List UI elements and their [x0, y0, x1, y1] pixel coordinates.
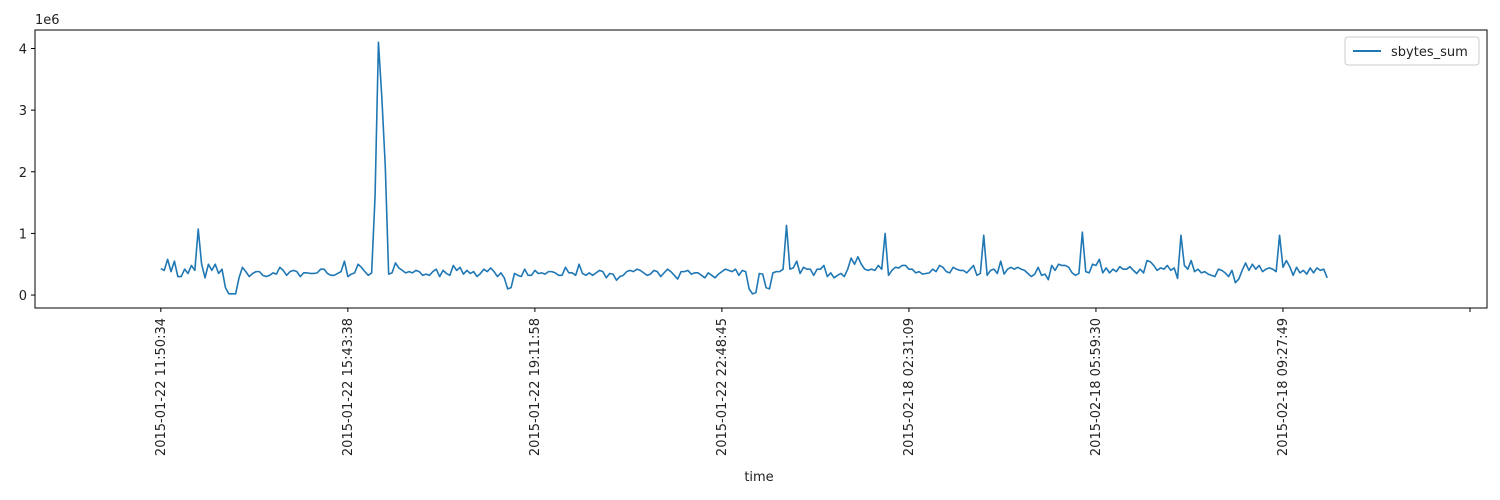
- x-tick-label: 2015-01-22 15:43:38: [341, 318, 356, 456]
- series-layer: [160, 41, 1328, 295]
- x-tick-label: 2015-01-22 22:48:45: [715, 318, 730, 456]
- x-tick-label: 2015-02-18 02:31:09: [902, 318, 917, 456]
- legend-entry-label: sbytes_sum: [1391, 45, 1468, 60]
- series-line-sbytes_sum: [160, 41, 1328, 295]
- x-tick-label: 2015-02-18 09:27:49: [1276, 318, 1291, 456]
- y-tick-label: 0: [19, 289, 27, 304]
- x-axis: 2015-01-22 11:50:34 2015-01-22 15:43:38 20…: [154, 308, 1471, 456]
- legend-box: [1344, 36, 1480, 66]
- plot-area: 0 1 2 3 4 2015-01-22 11:50:34 2015-01-22 15:4…: [19, 29, 1488, 456]
- x-tick-label: 2015-02-18 05:59:30: [1089, 318, 1104, 456]
- y-axis-offset-label: 1e6: [35, 13, 60, 28]
- y-axis: 0 1 2 3 4: [19, 42, 35, 304]
- legend: sbytes_sum: [1344, 36, 1480, 66]
- x-axis-title: time: [744, 470, 773, 485]
- y-tick-label: 4: [19, 42, 27, 57]
- y-tick-label: 2: [19, 166, 27, 181]
- axes-frame: [34, 29, 1488, 309]
- y-tick-label: 3: [19, 104, 27, 119]
- x-tick-label: 2015-01-22 19:11:58: [528, 318, 543, 456]
- x-tick-label: 2015-01-22 11:50:34: [154, 318, 169, 456]
- y-tick-label: 1: [19, 227, 27, 242]
